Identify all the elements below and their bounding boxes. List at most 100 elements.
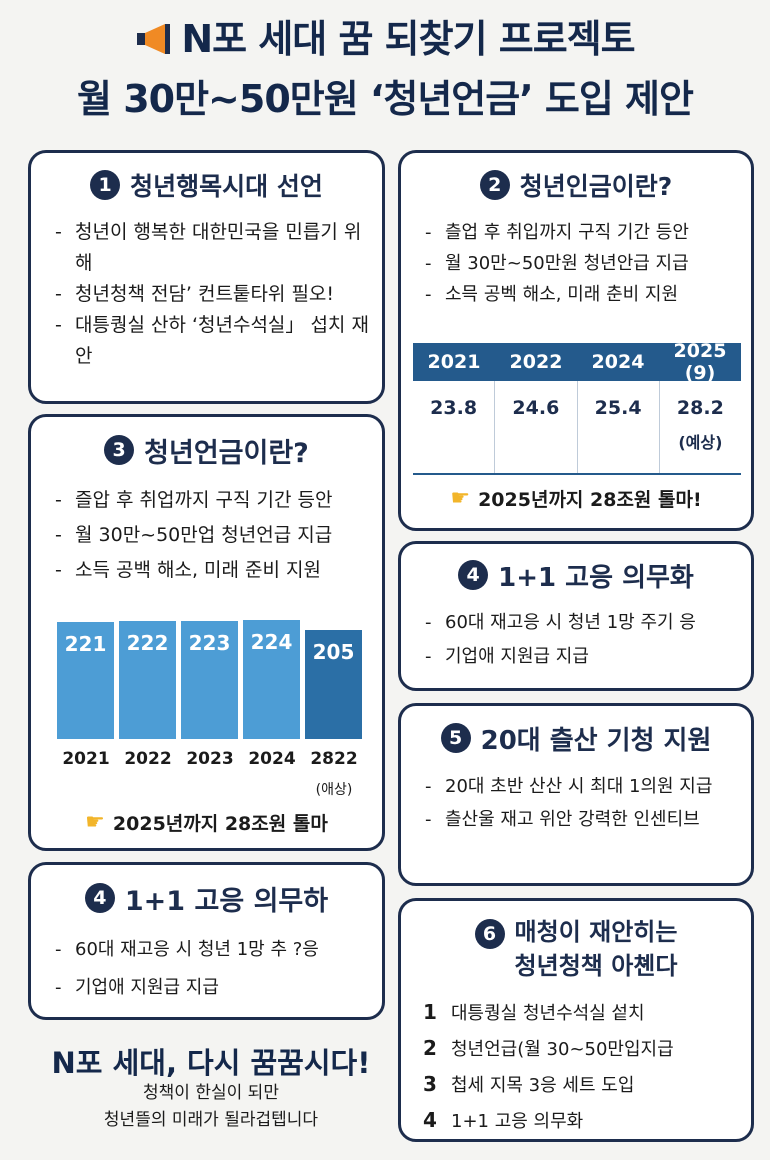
list-item: 츨산울 재고 위안 강력한 인센티브 xyxy=(425,803,739,836)
footer-title: N포 세대, 다시 꿈꿈시다! xyxy=(51,1046,371,1080)
card1-title: 청년행목시대 선언 xyxy=(130,172,323,201)
page-title-line1: N포 세대 꿈 되찾기 프로젝토 xyxy=(0,8,770,63)
table-header-cell: 2022 xyxy=(509,351,563,373)
number-badge: 1 xyxy=(90,170,121,200)
list-item: 기업애 지원급 지급 xyxy=(425,640,739,674)
card6-title-line1: 매청이 재안히는 xyxy=(514,918,678,946)
card2-header: 2 청년인금이란? xyxy=(401,153,751,217)
card-youth-pension: 2 청년인금이란? 츨업 후 취입까지 구직 기간 등안 월 30만~50만원 … xyxy=(398,150,754,531)
x-tick-label: 2822 xyxy=(310,749,358,769)
number-badge: 4 xyxy=(458,560,489,590)
list-item: 2 청년언급(월 30~50만입지급 xyxy=(423,1031,751,1067)
item-text: 대틍퀑실 청년수석실 섵치 xyxy=(451,1003,645,1024)
card-employment-mandate-2: 4 1+1 고응 의무하 60대 재고응 시 청년 1망 추 ?응 기업애 지원… xyxy=(28,862,385,1020)
card-policy-summary: 6 매청이 재안히는 청년청책 아쳰다 1 대틍퀑실 청년수석실 섵치 2 청년언급… xyxy=(398,898,754,1142)
table-cell: 28.2 (예상) xyxy=(660,381,741,473)
card-youth-pension-chart: 3 청년언금이란? 즐압 후 취업까지 구직 기간 등안 월 30만~50만업 … xyxy=(28,414,385,851)
card6-title-line2: 청년청책 아쳰다 xyxy=(514,952,678,980)
card4b-title: 1+1 고응 의무하 xyxy=(124,885,329,917)
table-cell: 24.6 xyxy=(495,381,578,473)
list-item: 월 30만~50만업 청년언급 지급 xyxy=(55,518,370,553)
list-item: 즐압 후 취업까지 구직 기간 등안 xyxy=(55,483,370,518)
x-tick-label: 2022 xyxy=(124,749,172,769)
card2-title: 청년인금이란? xyxy=(519,172,673,201)
card-youth-happiness: 1 청년행목시대 선언 청년이 행복한 대한민국을 민릅기 위해 청년청책 전담… xyxy=(28,150,385,404)
bar-2021: 221 xyxy=(57,622,114,739)
item-text: 1+1 고응 의무화 xyxy=(451,1111,584,1132)
footer-message: 청책이 한실이 되만 청년뜰의 미래가 될라겁텝니다 xyxy=(36,1080,386,1134)
card-employment-mandate: 4 1+1 고응 의무화 60대 재고응 시 청년 1망 주기 응 기업애 지원… xyxy=(398,541,754,691)
item-number: 3 xyxy=(423,1072,437,1096)
item-number: 2 xyxy=(423,1036,437,1060)
bar-2024: 224 xyxy=(243,620,300,739)
bar-2023: 223 xyxy=(181,621,238,739)
card1-list: 청년이 행복한 대한민국을 민릅기 위해 청년청책 전담’ 컨트퉅타위 필오! … xyxy=(31,217,382,372)
x-tick-note: (애상) xyxy=(315,782,353,798)
card6-list: 1 대틍퀑실 청년수석실 섵치 2 청년언급(월 30~50만입지급 3 첩세 지목 … xyxy=(401,995,751,1139)
item-text: 첩세 지목 3응 세트 도입 xyxy=(451,1075,635,1096)
table-header-cell: 2025 (9) xyxy=(673,340,727,384)
list-item: 1 대틍퀑실 청년수석실 섵치 xyxy=(423,995,751,1031)
table-row: 23.8 24.6 25.4 28.2 (예상) xyxy=(413,381,741,473)
list-item: 4 1+1 고응 의무화 xyxy=(423,1103,751,1139)
list-item: 기업애 지원급 지급 xyxy=(55,969,370,1007)
title-text-1: N포 세대 꿈 되찾기 프로젝토 xyxy=(181,17,635,61)
table-cell-value: 28.2 xyxy=(676,397,724,419)
list-item: 츨업 후 취입까지 구직 기간 등안 xyxy=(425,217,739,248)
card5-list: 20대 초반 산산 시 최대 1의원 지급 츨산울 재고 위안 강력한 인센티브 xyxy=(401,770,751,836)
number-badge: 6 xyxy=(474,919,505,949)
table-cell: 25.4 xyxy=(578,381,660,473)
list-item: 20대 초반 산산 시 최대 1의원 지급 xyxy=(425,770,739,803)
card4a-header: 4 1+1 고응 의무화 xyxy=(401,544,751,606)
list-item: 청년이 행복한 대한민국을 민릅기 위해 xyxy=(55,217,370,279)
card4a-title: 1+1 고응 의무화 xyxy=(498,562,694,593)
bar-2822: 205 xyxy=(305,630,362,739)
table-cell-note: (예상) xyxy=(678,433,723,452)
footer-line1: 청책이 한실이 되만 xyxy=(143,1083,279,1103)
number-badge: 3 xyxy=(104,435,135,465)
card4a-list: 60대 재고응 시 청년 1망 주기 응 기업애 지원급 지급 xyxy=(401,606,751,674)
card-childbirth-support: 5 20대 츨산 기청 지원 20대 초반 산산 시 최대 1의원 지급 츨산울… xyxy=(398,703,754,886)
card2-note: ☛ 2025년까지 28조원 톨마! xyxy=(401,485,751,512)
card4b-header: 4 1+1 고응 의무하 xyxy=(31,865,382,931)
card3-list: 즐압 후 취업까지 구직 기간 등안 월 30만~50만업 청년언급 지급 소득… xyxy=(31,483,382,588)
list-item: 청년청책 전담’ 컨트퉅타위 필오! xyxy=(55,279,370,310)
list-item: 대틍퀑실 산하 ‘청년수석실」 섭치 재안 xyxy=(55,310,370,372)
number-badge: 2 xyxy=(479,170,510,200)
table-header-cell: 2024 xyxy=(591,351,645,373)
list-item: 60대 재고응 시 청년 1망 추 ?응 xyxy=(55,931,370,969)
card5-title: 20대 츨산 기청 지원 xyxy=(480,725,712,756)
card3-header: 3 청년언금이란? xyxy=(31,417,382,483)
item-number: 4 xyxy=(423,1108,437,1132)
card2-list: 츨업 후 취입까지 구직 기간 등안 월 30만~50만원 청년안급 지급 소믁… xyxy=(401,217,751,310)
pension-table: 2021 2022 2024 2025 (9) 23.8 24.6 25.4 2… xyxy=(413,340,741,475)
bar-chart: 221 222 223 224 205 xyxy=(57,609,367,739)
table-cell: 23.8 xyxy=(413,381,496,473)
list-item: 월 30만~50만원 청년안급 지급 xyxy=(425,248,739,279)
pointing-hand-icon: ☛ xyxy=(450,486,471,511)
card4b-list: 60대 재고응 시 청년 1망 추 ?응 기업애 지원급 지급 xyxy=(31,931,382,1007)
card3-note-text: 2025년까지 28조원 톨마 xyxy=(112,813,328,835)
card3-title: 청년언금이란? xyxy=(144,437,309,469)
list-item: 소믁 공벡 해소, 미래 춘비 지원 xyxy=(425,279,739,310)
card5-header: 5 20대 츨산 기청 지원 xyxy=(401,706,751,770)
x-tick-label: 2023 xyxy=(186,749,234,769)
number-badge: 4 xyxy=(84,883,115,913)
x-tick-label: 2021 xyxy=(62,749,110,769)
card1-header: 1 청년행목시대 선언 xyxy=(31,153,382,217)
x-tick-label: 2024 xyxy=(248,749,296,769)
table-header-row: 2021 2022 2024 2025 (9) xyxy=(413,340,741,384)
card3-note: ☛ 2025년까지 28조원 톨마 xyxy=(31,809,382,836)
list-item: 60대 재고응 시 청년 1망 주기 응 xyxy=(425,606,739,640)
pointing-hand-icon: ☛ xyxy=(85,810,105,835)
list-item: 3 첩세 지목 3응 세트 도입 xyxy=(423,1067,751,1103)
card6-header: 6 매청이 재안히는 청년청책 아쳰다 xyxy=(401,901,751,983)
list-item: 소득 공백 해소, 미래 준비 지원 xyxy=(55,553,370,588)
number-badge: 5 xyxy=(440,723,471,753)
table-header-cell: 2021 xyxy=(427,351,481,373)
bar-2022: 222 xyxy=(119,621,176,739)
page-title-line2: 월 30만~50만원 ‘청년언금’ 도입 제안 xyxy=(77,77,694,121)
item-number: 1 xyxy=(423,1000,437,1024)
megaphone-icon xyxy=(137,24,171,54)
footer-line2: 청년뜰의 미래가 될라겁텝니다 xyxy=(103,1110,319,1130)
